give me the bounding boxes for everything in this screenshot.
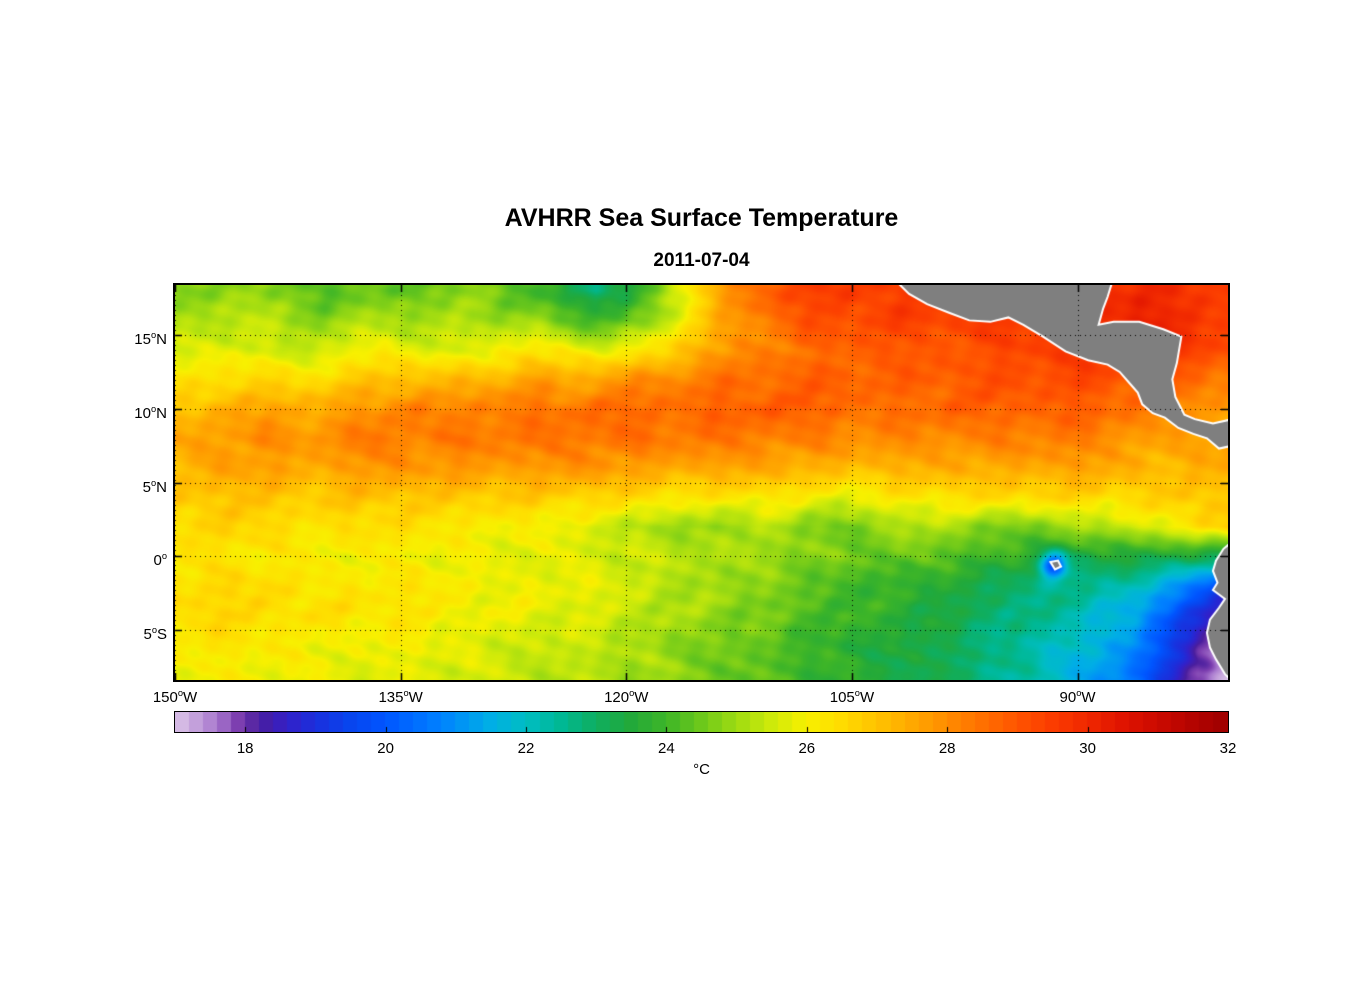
colorbar-tick-label: 26 [798,740,816,757]
y-tick-label: 5oN [142,477,167,496]
y-tick-label: 15oN [134,330,167,349]
colorbar-unit-label: °C [693,761,710,778]
y-tick-label: 10oN [134,403,167,422]
chart-title: AVHRR Sea Surface Temperature [504,204,899,232]
y-tick-label: 5oS [143,624,167,643]
colorbar-tick-label: 32 [1219,740,1237,757]
x-tick-label: 135oW [378,688,423,706]
colorbar-tick-label: 18 [236,740,254,757]
chart-subtitle: 2011-07-04 [653,250,750,271]
x-tick-label: 90oW [1059,688,1096,706]
colorbar-tick-label: 30 [1079,740,1096,757]
sst-heatmap [175,285,1228,680]
colorbar-frame [174,711,1229,733]
x-tick-label: 150oW [152,688,198,706]
y-tick-label: 0o [153,551,167,570]
colorbar-tick-label: 22 [517,740,535,757]
colorbar-tick-label: 28 [938,740,956,757]
colorbar-gradient [175,712,1228,732]
colorbar-tick-label: 20 [377,740,394,757]
map-plot-frame [173,283,1230,682]
x-tick-label: 105oW [829,688,875,706]
colorbar-tick-label: 24 [658,740,675,757]
x-tick-label: 120oW [604,688,649,706]
